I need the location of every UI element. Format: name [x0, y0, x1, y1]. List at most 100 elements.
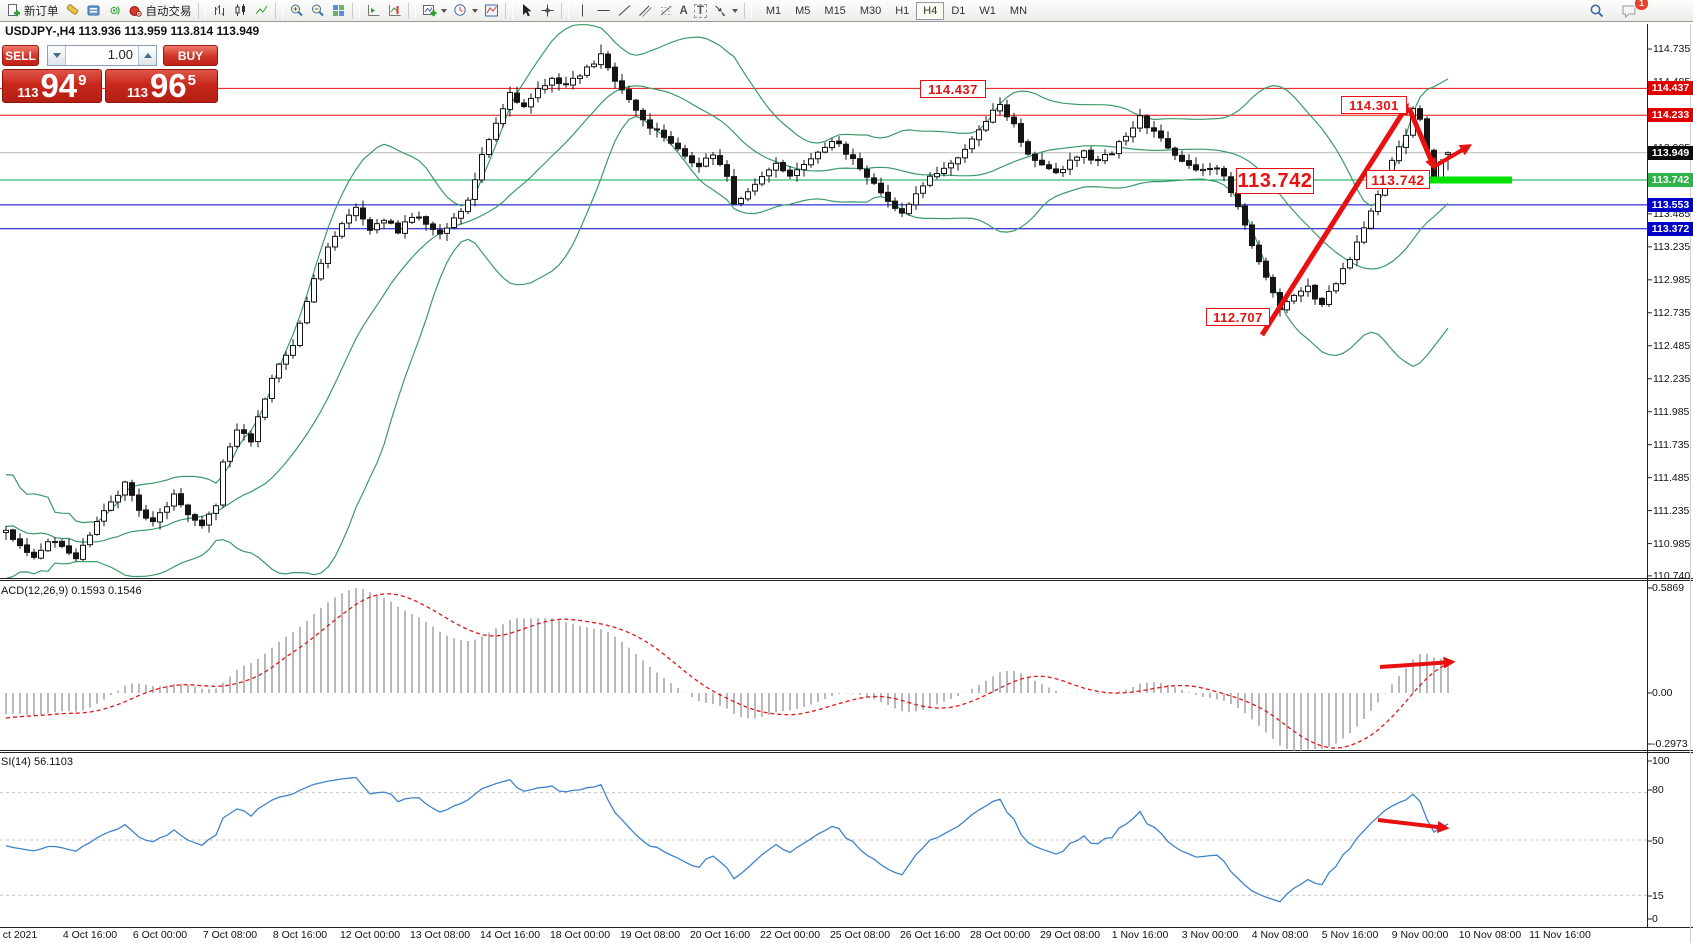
trend-arrow — [1259, 102, 1410, 337]
main-toolbar: 新订单 自动交易 A T M1 M5 M15 M30 H1 H4 D1 W1 M… — [0, 0, 1693, 22]
tf-m15[interactable]: M15 — [824, 4, 846, 17]
macd-indicator — [5, 588, 1449, 751]
tile-windows-button[interactable] — [328, 1, 349, 21]
trendline-tool-button[interactable] — [614, 1, 635, 21]
auto-scroll-button[interactable] — [363, 1, 384, 21]
vertical-line-icon — [581, 4, 583, 17]
crosshair-tool-button[interactable] — [537, 1, 558, 21]
buy-price-big: 96 — [149, 67, 187, 104]
buy-price-display[interactable]: 113 96 5 — [105, 69, 218, 103]
tf-m5[interactable]: M5 — [795, 4, 811, 17]
candlestick-chart-button[interactable] — [230, 1, 251, 21]
new-chart-icon — [422, 5, 436, 17]
horizontal-line-icon — [597, 10, 609, 11]
trend-arrow — [1433, 144, 1473, 168]
trend-arrow — [1379, 656, 1456, 669]
shapes-icon — [715, 5, 726, 16]
sell-price-big: 94 — [40, 67, 78, 104]
toolbar-separator — [560, 2, 569, 19]
tile-windows-icon — [332, 5, 344, 16]
chart-shift-button[interactable] — [384, 1, 405, 21]
line-chart-icon — [255, 5, 267, 15]
rsi-indicator — [5, 776, 1449, 903]
text-tool-button[interactable]: A — [677, 1, 691, 21]
line-chart-button[interactable] — [251, 1, 272, 21]
market-watch-button[interactable] — [83, 1, 104, 21]
new-chart-button[interactable] — [419, 1, 450, 21]
tf-m1[interactable]: M1 — [765, 4, 782, 17]
notifications-button[interactable]: 1 — [1618, 0, 1649, 21]
auto-scroll-icon — [367, 5, 379, 16]
buy-button[interactable]: BUY — [163, 45, 218, 66]
template-icon — [484, 4, 498, 17]
bollinger-bands — [5, 24, 1449, 578]
crayon-icon — [66, 4, 78, 15]
notification-badge: 1 — [1634, 0, 1649, 11]
tf-d1[interactable]: D1 — [951, 4, 966, 17]
rsi-label: SI(14) 56.1103 — [1, 756, 73, 768]
bar-chart-icon — [214, 5, 224, 16]
bar-chart-button[interactable] — [209, 1, 230, 21]
green-highlight-bar — [1430, 176, 1512, 184]
buy-price-sup: 5 — [187, 72, 197, 89]
crosshair-icon — [541, 4, 553, 17]
search-button[interactable] — [1586, 1, 1608, 21]
trend-arrow — [1377, 818, 1450, 833]
equidistant-channel-tool-button[interactable] — [635, 1, 656, 21]
text-tool-icon: A — [679, 4, 688, 17]
shapes-tool-button[interactable] — [710, 1, 741, 21]
tf-h4[interactable]: H4 — [916, 1, 945, 20]
chart-title: USDJPY-,H4 113.936 113.959 113.814 113.9… — [5, 24, 260, 38]
fibonacci-tool-button[interactable] — [656, 1, 677, 21]
tf-m30[interactable]: M30 — [859, 4, 882, 17]
search-icon — [1590, 4, 1604, 17]
clock-icon — [453, 4, 466, 16]
new-order-label: 新订单 — [24, 5, 59, 18]
toolbar-separator — [197, 2, 206, 19]
sell-price-prefix: 113 — [17, 85, 39, 100]
zoom-in-icon — [290, 4, 303, 17]
zoom-out-button[interactable] — [307, 1, 328, 21]
label-tool-button[interactable]: T — [691, 1, 710, 21]
zoom-in-button[interactable] — [286, 1, 307, 21]
toolbar-separator — [743, 2, 752, 19]
tf-h1[interactable]: H1 — [895, 4, 910, 17]
templates-button[interactable] — [481, 1, 502, 21]
auto-trading-icon — [129, 6, 142, 17]
volume-input[interactable]: 1.00 — [107, 47, 133, 62]
candles — [3, 44, 1451, 562]
tf-w1[interactable]: W1 — [979, 4, 996, 17]
dropdown-caret-icon — [731, 8, 738, 13]
dropdown-caret-icon — [471, 8, 478, 13]
dropdown-caret-icon — [440, 8, 447, 13]
volume-decrease-button[interactable] — [48, 46, 66, 65]
trendline-icon — [618, 5, 630, 16]
new-order-icon — [8, 4, 20, 17]
signals-button[interactable] — [104, 1, 125, 21]
sell-price-display[interactable]: 113 94 9 — [2, 69, 102, 103]
horizontal-line-tool-button[interactable] — [593, 1, 614, 21]
toolbar-right-cluster: 1 — [1586, 0, 1649, 21]
tf-mn[interactable]: MN — [1009, 4, 1028, 17]
up-arrow-icon — [143, 53, 152, 58]
new-order-button[interactable]: 新订单 — [3, 1, 62, 21]
cursor-tool-button[interactable] — [516, 1, 537, 21]
toolbar-separator — [407, 2, 416, 19]
crayon-button[interactable] — [62, 1, 83, 21]
sell-button[interactable]: SELL — [2, 45, 39, 66]
signal-icon — [110, 6, 119, 15]
label-tool-icon: T — [693, 3, 707, 18]
vertical-line-tool-button[interactable] — [572, 1, 593, 21]
down-arrow-icon — [52, 53, 61, 58]
candlestick-chart-icon — [235, 4, 245, 16]
buy-price-prefix: 113 — [126, 85, 148, 100]
volume-spinner: 1.00 — [47, 45, 157, 66]
auto-trading-label: 自动交易 — [145, 5, 192, 18]
volume-increase-button[interactable] — [138, 46, 156, 65]
zoom-out-icon — [311, 4, 324, 17]
toolbar-separator — [351, 2, 360, 19]
auto-trading-button[interactable]: 自动交易 — [125, 1, 195, 21]
toolbar-separator — [274, 2, 283, 19]
periods-button[interactable] — [450, 1, 481, 21]
